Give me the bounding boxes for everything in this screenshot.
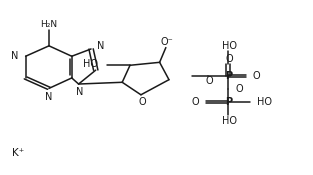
Text: O: O [205,76,213,86]
Text: HO: HO [83,59,98,69]
Text: O: O [225,54,233,64]
Text: O⁻: O⁻ [160,37,173,47]
Text: HO: HO [222,116,237,126]
Text: H₂N: H₂N [40,20,58,29]
Text: O: O [139,97,146,107]
Text: O: O [192,97,199,107]
Text: P: P [226,97,233,107]
Text: N: N [97,41,105,51]
Text: HO: HO [257,97,272,107]
Text: O: O [235,84,243,94]
Text: K⁺: K⁺ [12,148,24,158]
Text: N: N [45,92,53,102]
Text: P: P [226,71,233,81]
Text: N: N [76,87,84,97]
Text: HO: HO [222,41,237,51]
Text: O: O [253,71,260,81]
Text: N: N [11,51,18,61]
